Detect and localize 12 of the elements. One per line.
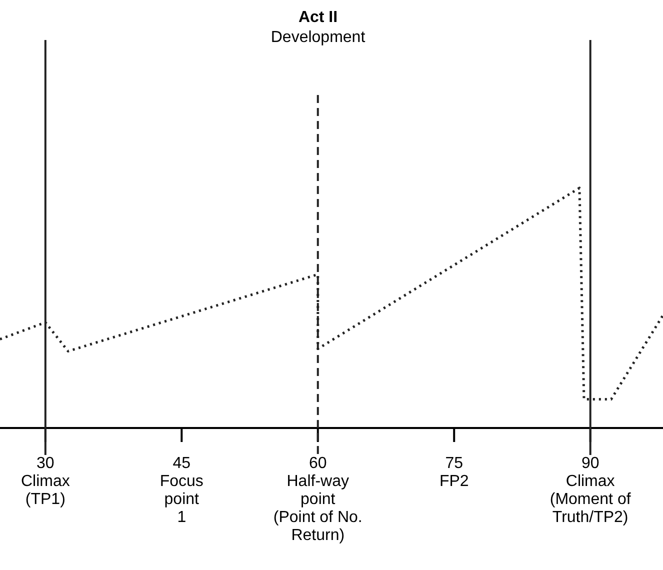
text: Climax (TP1) bbox=[20, 473, 70, 508]
x-tick-label: 90 bbox=[581, 455, 600, 472]
x-tick-label: 30 bbox=[36, 455, 54, 472]
chart-subtitle: Development bbox=[270, 29, 366, 46]
chart-title: Act II bbox=[298, 9, 338, 26]
text: Focus point 1 bbox=[160, 473, 204, 526]
text: Half-way point (Point of No. Return) bbox=[273, 473, 362, 544]
x-tick-label: 45 bbox=[172, 455, 191, 472]
x-tick-label: 60 bbox=[308, 455, 327, 472]
x-tick-label: 75 bbox=[445, 455, 464, 472]
text: Climax (Moment of Truth/TP2) bbox=[550, 473, 632, 526]
text: FP2 bbox=[439, 473, 469, 490]
